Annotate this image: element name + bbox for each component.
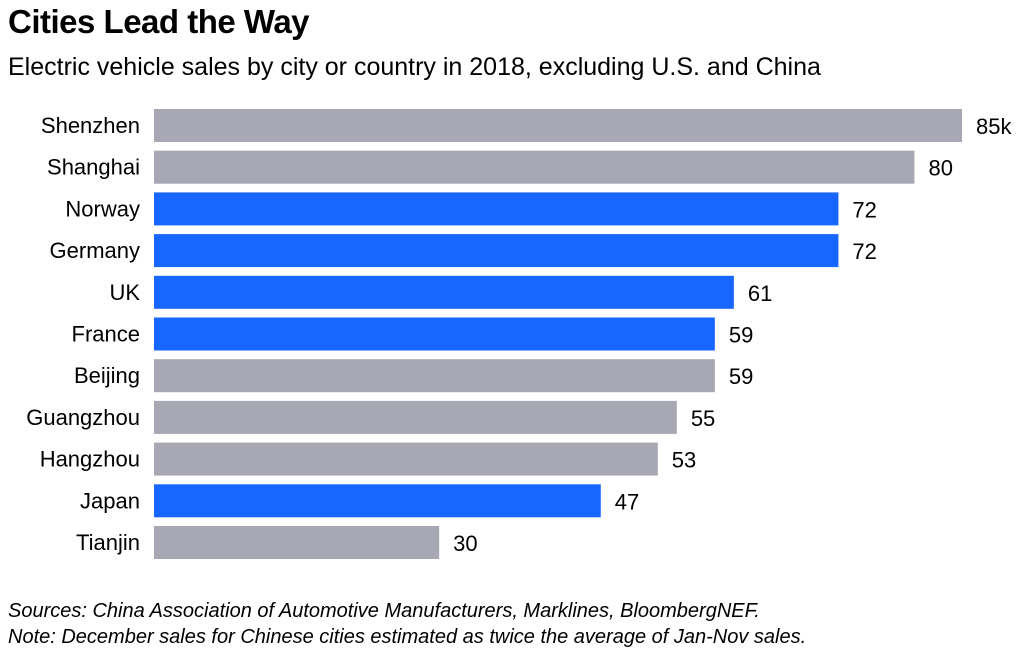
methodology-note: Note: December sales for Chinese cities … (8, 626, 807, 648)
value-label-guangzhou: 55 (691, 406, 715, 431)
value-label-tianjin: 30 (453, 531, 477, 556)
value-label-norway: 72 (852, 197, 876, 222)
value-label-shanghai: 80 (928, 156, 952, 181)
bar-germany (154, 234, 839, 268)
category-label-tianjin: Tianjin (76, 530, 140, 555)
bar-shanghai (154, 150, 915, 184)
bar-hangzhou (154, 442, 658, 476)
bar-chart: Shenzhen 85k Shanghai 80 Norway 72 Germany 72 UK… (26, 109, 1012, 559)
bar-tianjin (154, 526, 440, 559)
bar-norway (154, 192, 839, 226)
category-label-shanghai: Shanghai (47, 155, 140, 180)
category-label-norway: Norway (65, 196, 140, 221)
bar-france (154, 317, 715, 351)
category-label-uk: UK (109, 280, 140, 305)
chart-footer: Sources: China Association of Automotive… (8, 598, 806, 650)
bar-shenzhen (154, 109, 962, 142)
category-label-japan: Japan (80, 488, 140, 513)
value-label-france: 59 (729, 323, 753, 348)
value-label-germany: 72 (852, 239, 876, 264)
category-label-germany: Germany (50, 238, 140, 263)
value-label-hangzhou: 53 (672, 448, 696, 473)
chart-subtitle: Electric vehicle sales by city or countr… (8, 53, 821, 81)
category-label-france: France (72, 322, 140, 347)
bar-guangzhou (154, 400, 677, 434)
category-label-guangzhou: Guangzhou (26, 405, 140, 430)
bar-beijing (154, 359, 715, 393)
value-label-uk: 61 (748, 281, 772, 306)
category-label-beijing: Beijing (74, 363, 140, 388)
sources-note: Sources: China Association of Automotive… (8, 600, 760, 622)
bar-uk (154, 275, 734, 309)
category-label-shenzhen: Shenzhen (41, 113, 140, 138)
value-label-shenzhen: 85k (976, 114, 1012, 139)
value-label-beijing: 59 (729, 364, 753, 389)
value-label-japan: 47 (615, 489, 639, 514)
bar-japan (154, 484, 601, 518)
chart-title: Cities Lead the Way (8, 3, 310, 40)
category-label-hangzhou: Hangzhou (40, 447, 140, 472)
